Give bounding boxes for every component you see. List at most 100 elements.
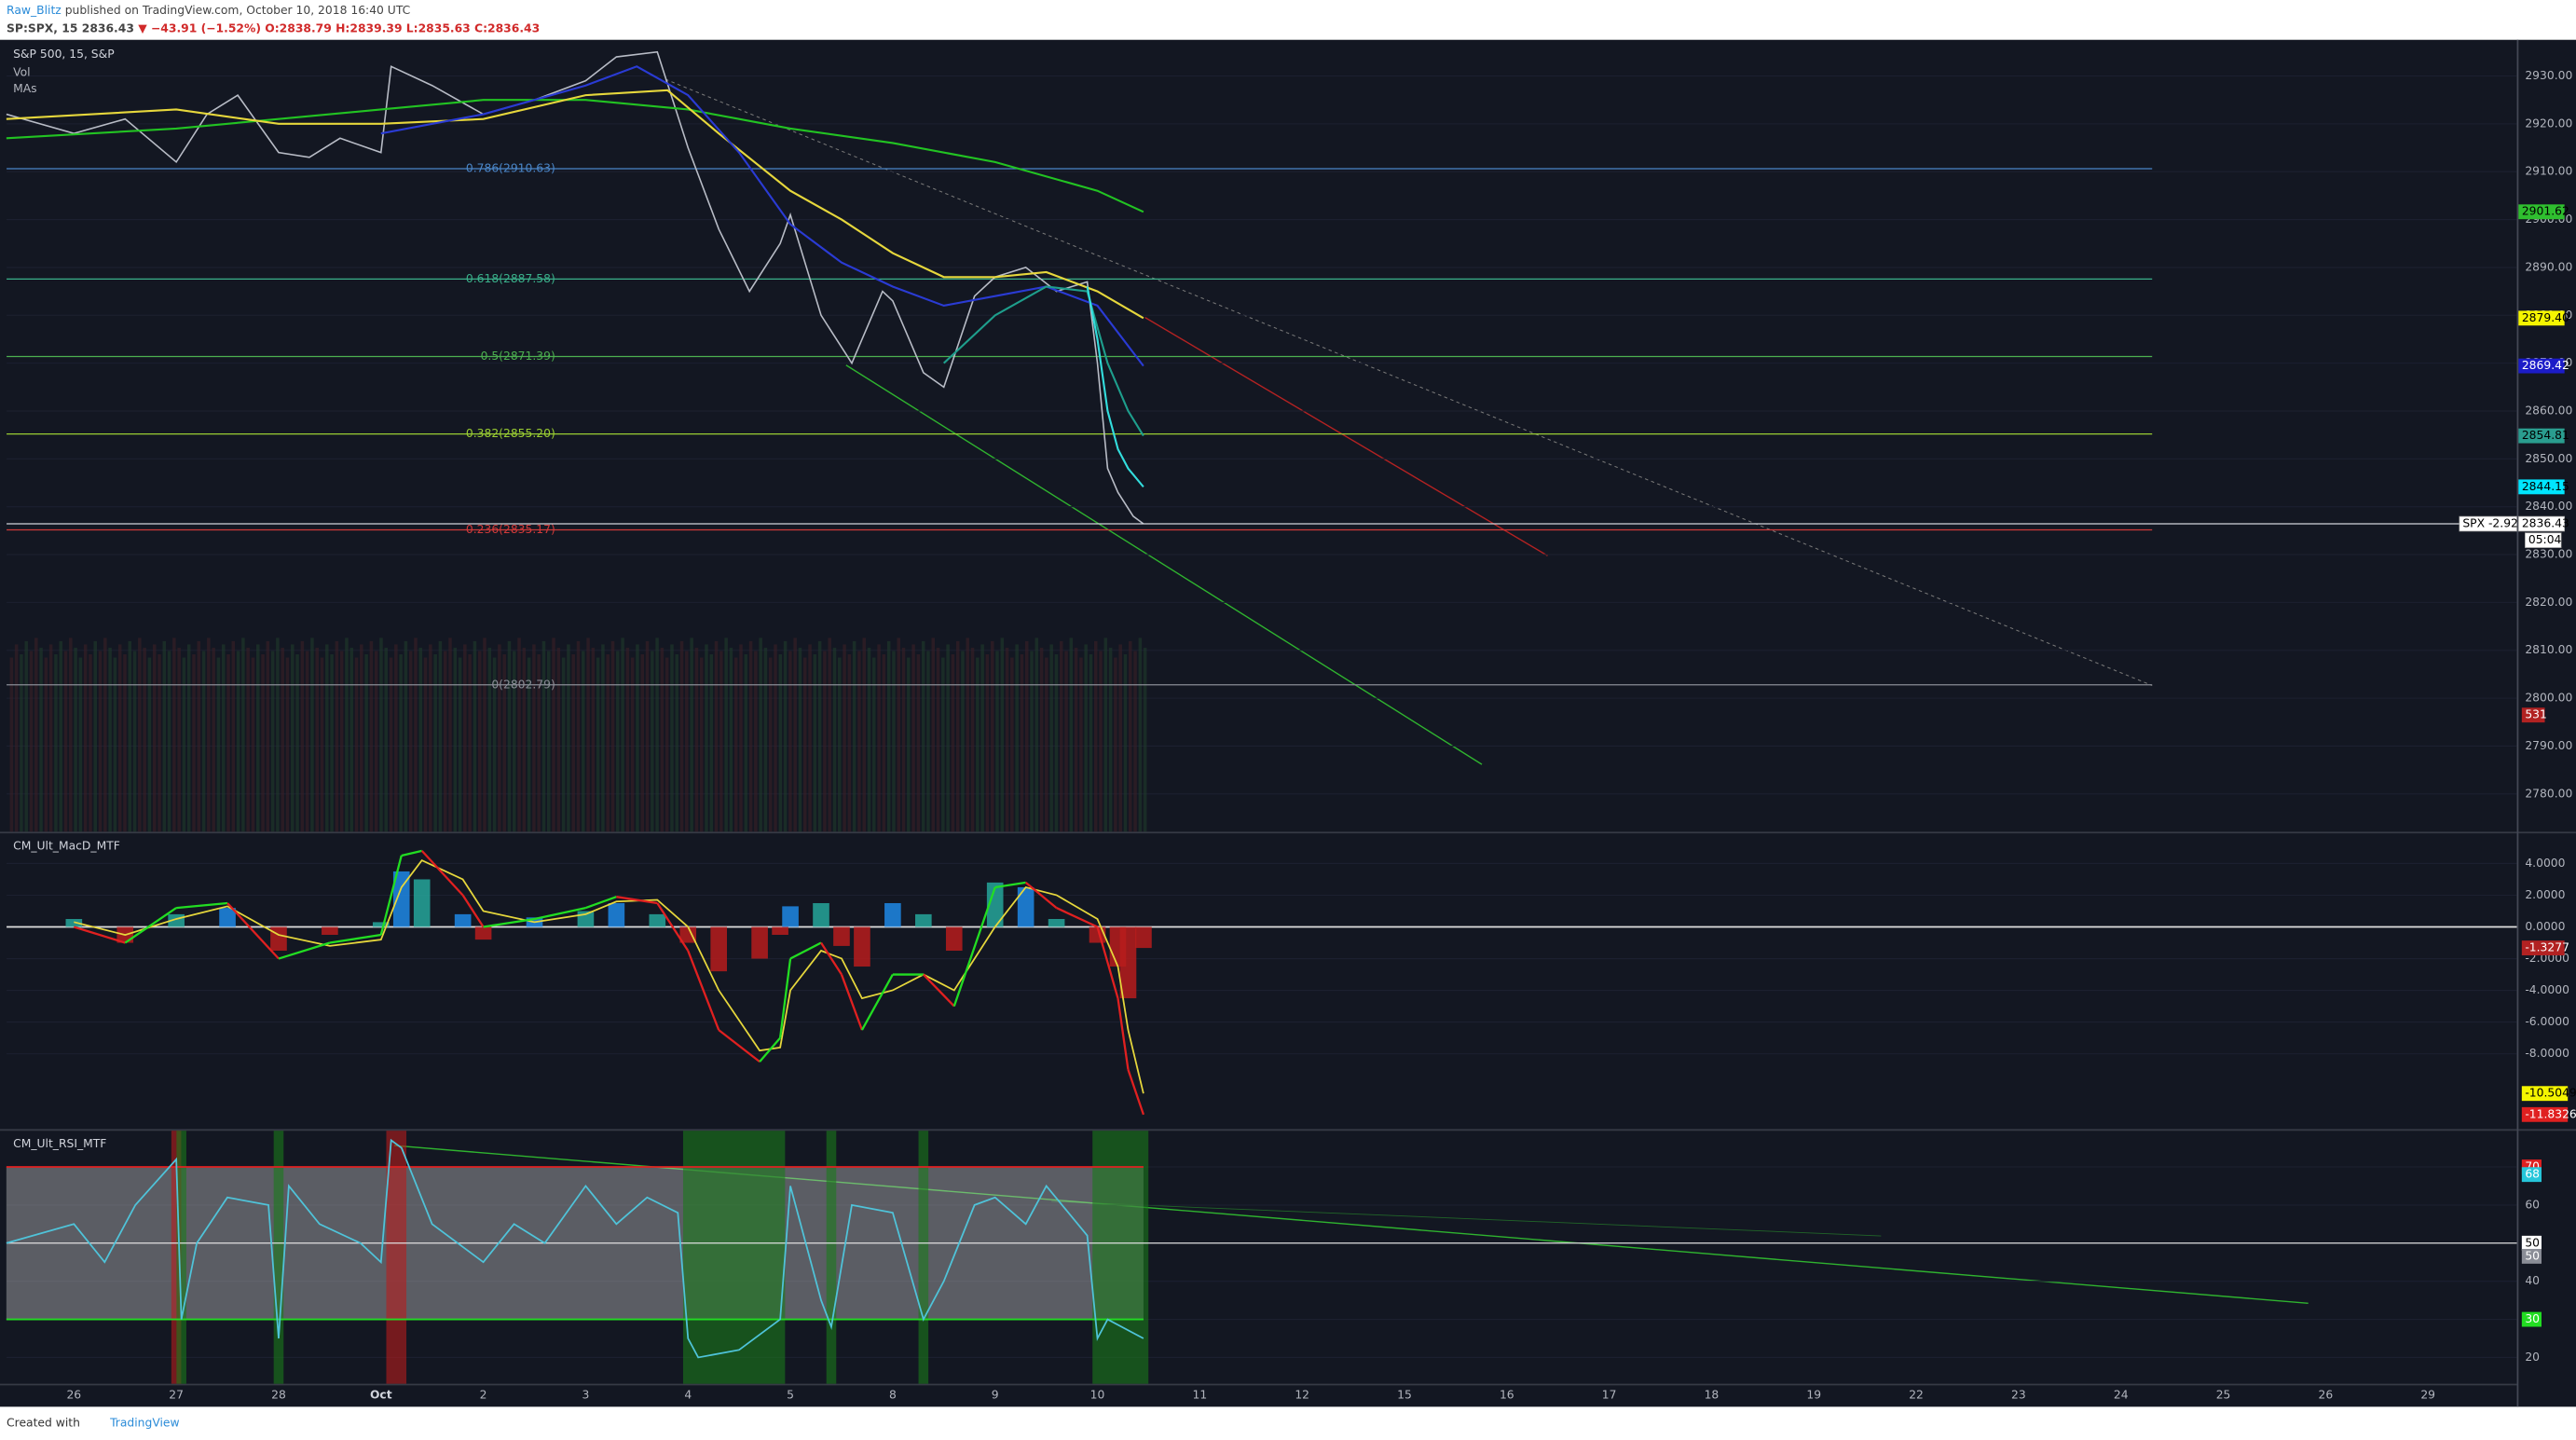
volume-backdrop [739,644,743,832]
volume-backdrop [532,644,536,832]
histogram-bar [854,926,870,967]
y-tick-label: 2920.00 [2525,117,2572,130]
volume-backdrop [236,651,240,832]
y-tick-label: 2890.00 [2525,260,2572,273]
volume-backdrop [838,657,842,832]
price-label: 68 [2525,1168,2540,1181]
volume-backdrop [768,657,773,832]
volume-backdrop [423,657,428,832]
macd-segment [420,850,464,897]
volume-backdrop [453,647,458,832]
pane-title: S&P 500, 15, S&P [13,48,115,61]
macd-segment [1096,926,1119,999]
volume-backdrop [1059,640,1063,832]
volume-backdrop [1000,638,1005,832]
volume-backdrop [231,640,236,832]
volume-backdrop [690,638,693,832]
header-line: Raw_Blitz published on TradingView.com, … [7,3,410,16]
volume-backdrop [601,644,605,832]
y-tick-label: 60 [2525,1198,2540,1211]
histogram-bar [454,913,472,927]
price-label: 2879.40 [2522,311,2569,324]
macd-segment [820,941,843,976]
rsi-zone [918,1131,929,1384]
volume-backdrop [867,647,871,832]
y-tick-label: -8.0000 [2525,1047,2569,1060]
volume-backdrop [404,640,408,832]
price-label: 2869.42 [2522,359,2569,372]
histogram-bar [413,879,431,927]
volume-backdrop [616,651,620,832]
macd-segment [483,917,535,928]
volume-backdrop [724,638,728,832]
volume-backdrop [586,638,590,832]
volume-backdrop [655,638,659,832]
volume-backdrop [89,653,92,832]
volume-backdrop [1054,653,1059,832]
volume-backdrop [823,651,827,832]
x-tick-label: 24 [2114,1388,2129,1401]
macd-segment [687,950,720,1031]
macd-segment [1117,997,1130,1070]
volume-backdrop [374,651,378,832]
volume-backdrop [798,647,802,832]
volume-backdrop [285,657,290,832]
volume-backdrop [522,647,527,832]
volume-backdrop [941,657,945,832]
volume-backdrop [567,644,570,832]
macd-segment [461,894,485,928]
volume-backdrop [379,638,383,832]
x-tick-label: 23 [2011,1388,2026,1401]
macd-segment [1127,1069,1145,1116]
volume-backdrop [468,653,472,832]
volume-backdrop [364,653,368,832]
rsi-zone [682,1131,786,1384]
histogram-bar [833,926,850,946]
last-price-tag [2459,515,2517,532]
volume-backdrop [29,651,34,832]
author[interactable]: Raw_Blitz [7,3,62,16]
volume-backdrop [1039,647,1044,832]
volume-backdrop [152,644,157,832]
volume-backdrop [1103,638,1108,832]
last-price-value: 2836.43 [2522,517,2569,530]
volume-backdrop [138,638,142,832]
volume-backdrop [103,638,107,832]
y-tick-label: 2830.00 [2525,548,2572,561]
volume-backdrop [251,657,255,832]
volume-backdrop [802,657,807,832]
volume-backdrop [123,653,127,832]
quote-line: SP:SPX, 15 2836.43 ▼ −43.91 (−1.52%) O:2… [7,21,540,34]
volume-backdrop [443,651,447,832]
volume-backdrop [966,638,970,832]
volume-backdrop [24,640,28,832]
footer: Created with TradingView [7,1416,180,1429]
volume-backdrop [832,647,837,832]
volume-backdrop [414,638,418,832]
trend-line [1144,317,1548,556]
volume-backdrop [20,653,23,832]
footer-brand[interactable]: TradingView [109,1416,180,1429]
volume-backdrop [113,657,117,832]
volume-backdrop [98,651,103,832]
macd-segment [860,973,894,1031]
x-tick-label: 16 [1500,1388,1514,1401]
y-tick-label: 2930.00 [2525,69,2572,82]
macd-segment [585,896,617,910]
volume-backdrop [389,657,393,832]
volume-backdrop [83,644,88,832]
x-tick-label: 26 [2319,1388,2334,1401]
volume-backdrop [527,657,531,832]
moving-average [6,99,1144,213]
rsi-zone [826,1131,837,1384]
volume-backdrop [636,644,639,832]
fib-label: 0.236(2835.17) [466,523,555,536]
volume-backdrop [828,638,831,832]
volume-backdrop [1030,651,1034,832]
volume-backdrop [552,638,555,832]
volume-backdrop [261,653,265,832]
volume-backdrop [74,647,77,832]
volume-backdrop [1114,657,1117,832]
volume-backdrop [1045,657,1048,832]
